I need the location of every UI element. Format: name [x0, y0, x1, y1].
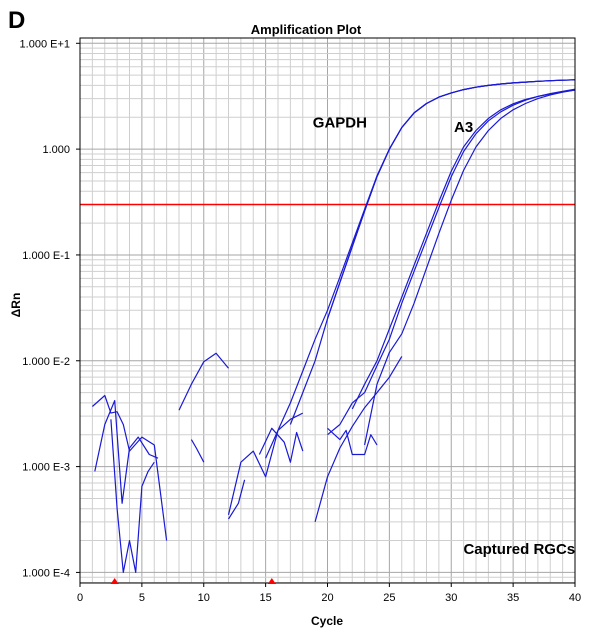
baseline-markers: [110, 578, 276, 584]
y-tick-label: 1.000: [42, 144, 70, 156]
x-tick-label: 10: [198, 592, 210, 604]
x-tick-label: 20: [321, 592, 333, 604]
baseline-marker: [110, 578, 119, 584]
panel-letter: D: [8, 7, 25, 34]
x-tick-label: 30: [445, 592, 457, 604]
x-tick-label: 25: [383, 592, 395, 604]
chart-annotation: GAPDH: [313, 115, 367, 132]
series-line-3: [265, 79, 576, 459]
series-line-5: [327, 88, 576, 436]
x-tick-label: 35: [507, 592, 519, 604]
y-tick-label: 1.000 E-3: [22, 462, 70, 474]
x-tick-label: 5: [139, 592, 145, 604]
x-tick-label: 0: [77, 592, 83, 604]
series-line-14: [227, 412, 304, 515]
series-line-7: [314, 356, 403, 523]
series-line-13: [227, 479, 246, 520]
y-tick-label: 1.000 E-1: [22, 250, 70, 262]
series-line-9: [94, 400, 159, 504]
series-line-16: [327, 427, 378, 456]
y-tick-label: 1.000 E+1: [20, 38, 70, 50]
y-tick-label: 1.000 E-4: [22, 567, 70, 579]
x-axis-label: Cycle: [311, 614, 343, 628]
y-tick-label: 1.000 E-2: [22, 356, 70, 368]
x-tick-label: 15: [260, 592, 272, 604]
chart-annotation: Captured RGCs: [463, 541, 575, 558]
grid-lines: [80, 38, 575, 584]
y-axis-label: ΔRn: [9, 293, 23, 318]
series-line-10: [110, 419, 155, 574]
series-layer: [92, 79, 576, 574]
tick-labels: 0 5 10 15 20 25 30 35 40 1.000 E+1 1.000 1.000 E-1 1…: [20, 38, 582, 604]
series-line-15: [258, 427, 304, 463]
baseline-marker: [267, 578, 276, 584]
series-line-6: [364, 89, 576, 446]
chart-title: Amplification Plot: [251, 22, 362, 37]
chart-annotation: A3: [454, 119, 473, 136]
series-line-8: [92, 394, 168, 541]
series-line-12: [190, 439, 205, 463]
x-tick-label: 40: [569, 592, 581, 604]
series-line-11: [178, 352, 229, 411]
annotations: GAPDH A3 Captured RGCs: [313, 115, 575, 558]
